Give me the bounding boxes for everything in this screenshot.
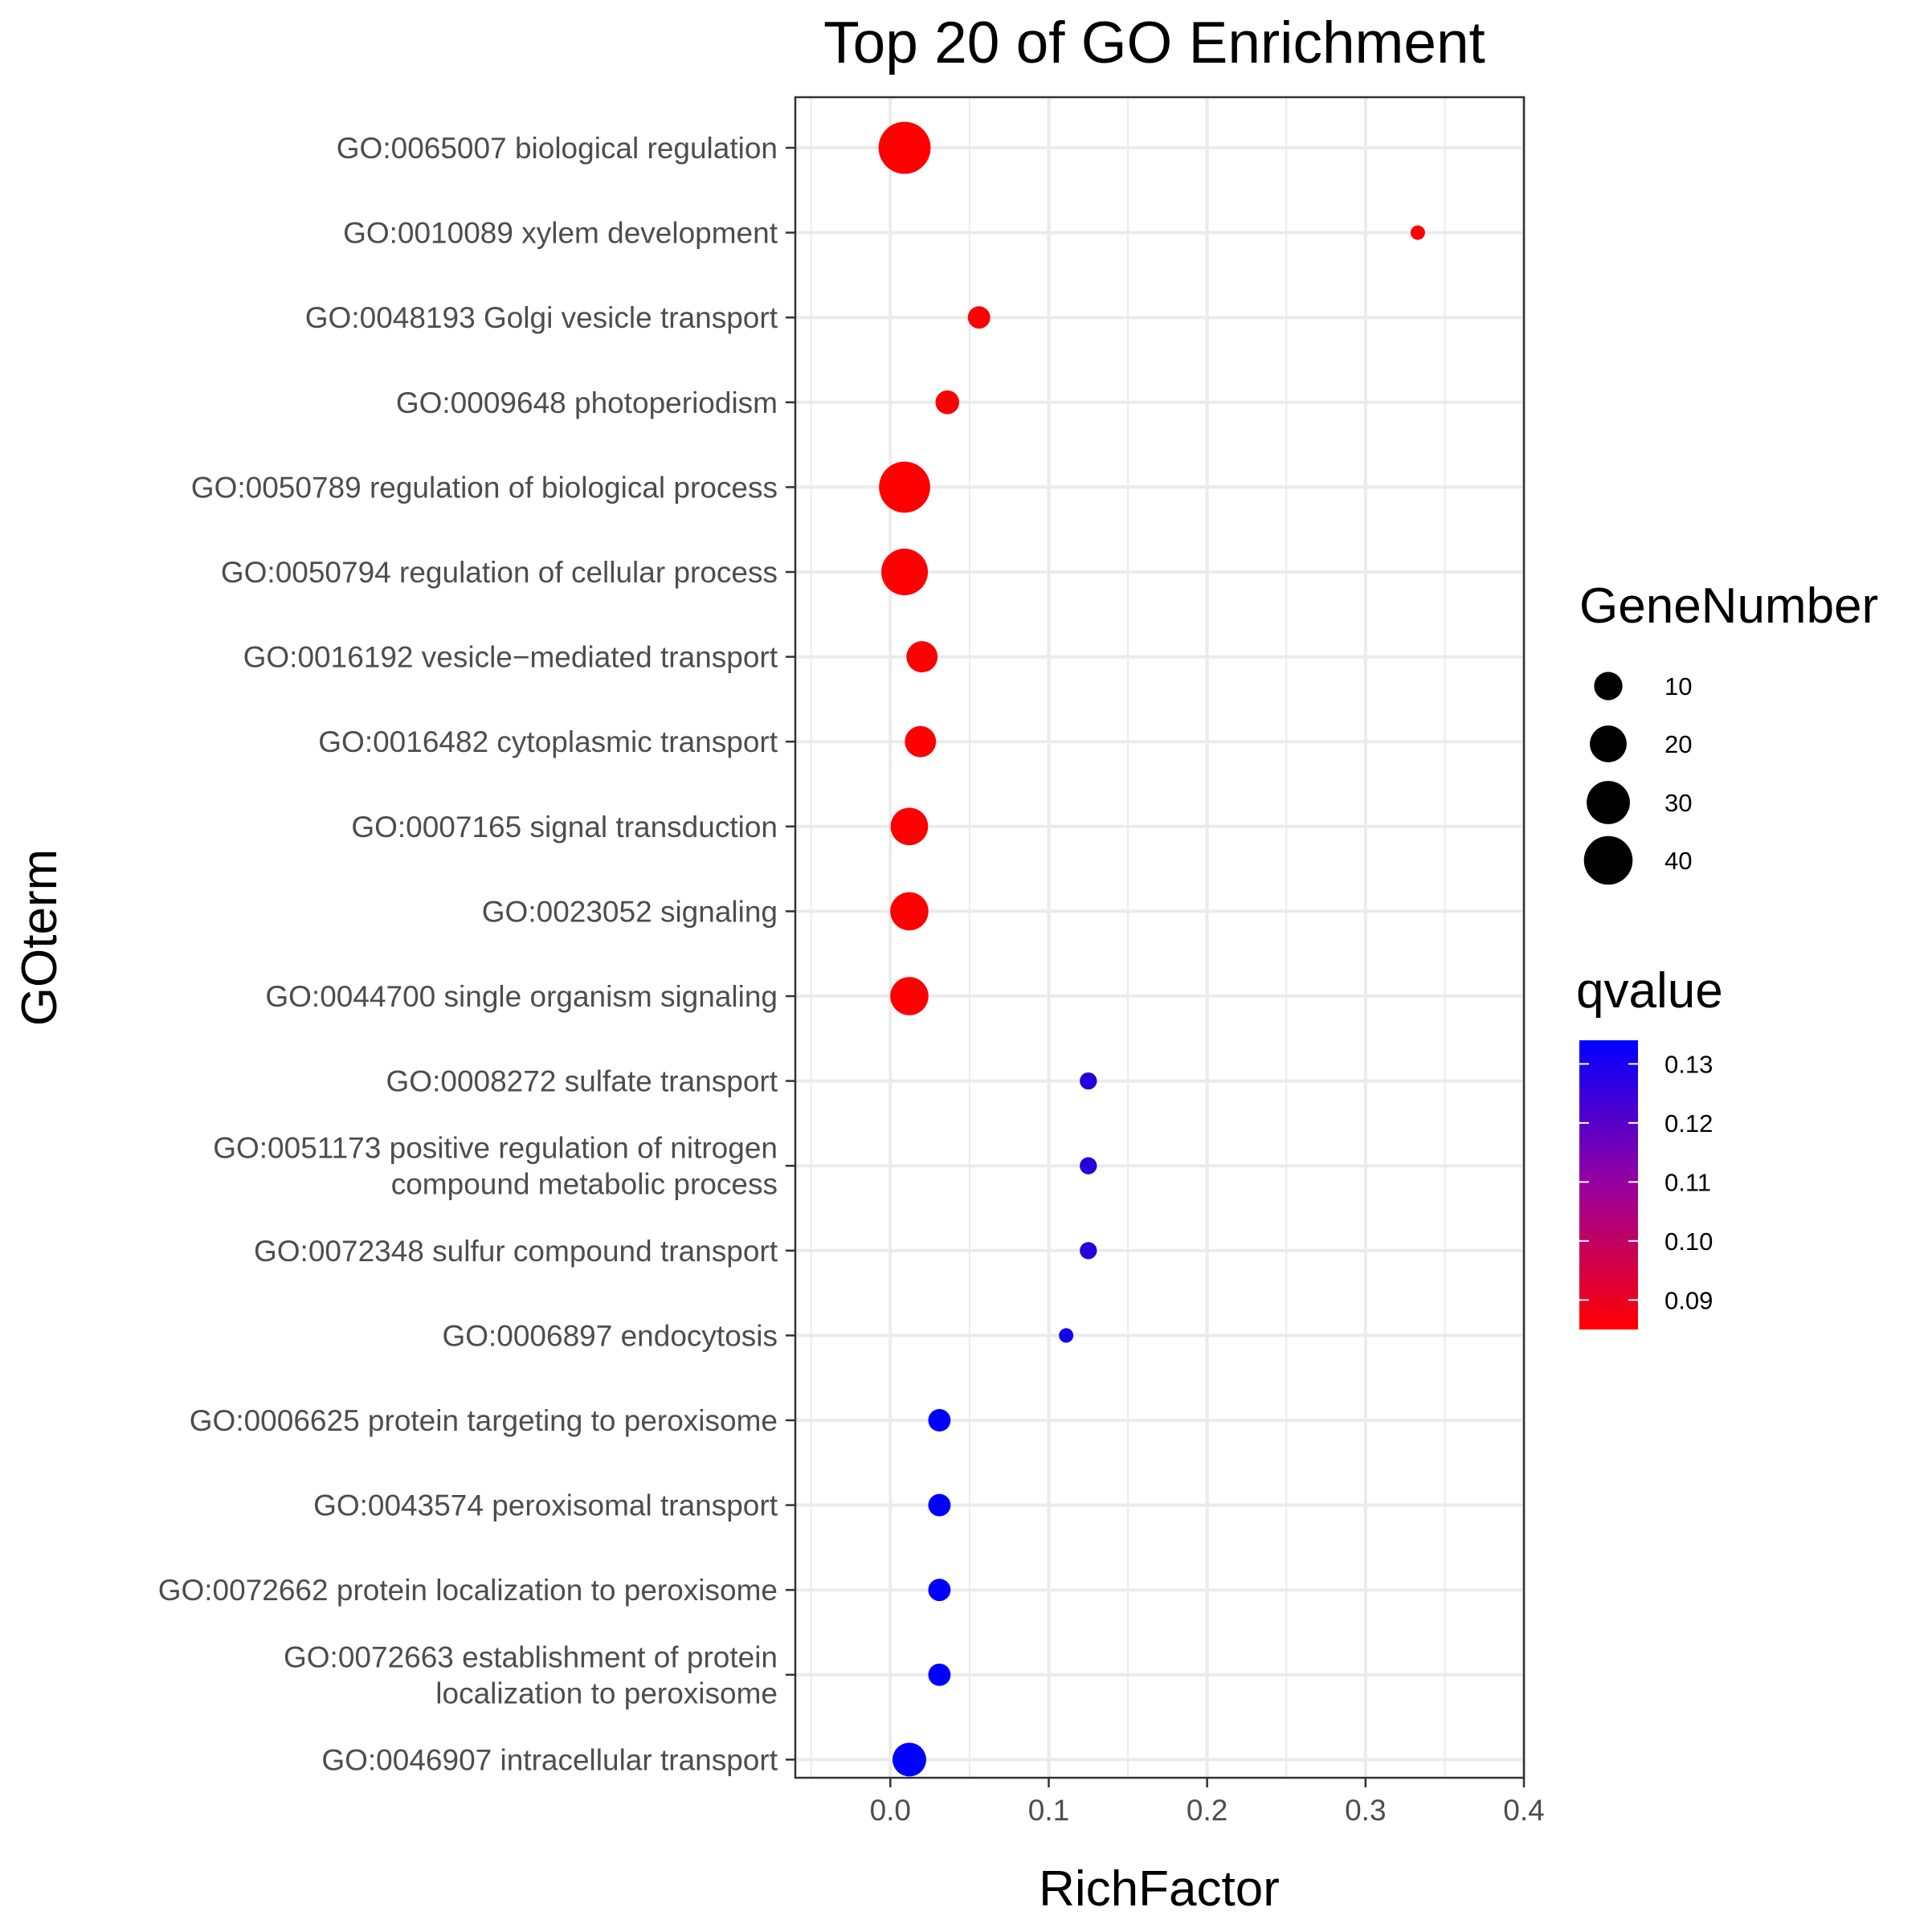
y-tick-label: GO:0043574 peroxisomal transport (313, 1489, 778, 1522)
y-tick-label: GO:0072662 protein localization to perox… (158, 1574, 778, 1607)
gene-number-legend: GeneNumber 10 20 30 40 (1579, 578, 1878, 885)
y-tick-label: GO:0048193 Golgi vesicle transport (305, 301, 778, 334)
plot-panel (794, 96, 1526, 1779)
data-point (881, 549, 929, 595)
gene-number-legend-label: 40 (1665, 847, 1692, 875)
data-point (905, 725, 937, 758)
data-point (892, 1742, 926, 1777)
data-point (1080, 1242, 1097, 1260)
y-tick-label: GO:0007165 signal transduction (351, 811, 778, 843)
y-tick-label: GO:0044700 single organism signaling (265, 980, 778, 1013)
y-tick-label: GO:0006897 endocytosis (442, 1319, 778, 1352)
qvalue-legend-label: 0.10 (1665, 1227, 1713, 1256)
qvalue-legend: qvalue 0.13 0.12 0.11 0.10 0.09 (1576, 963, 1723, 1330)
gene-number-legend-title: GeneNumber (1579, 578, 1878, 634)
qvalue-legend-title: qvalue (1576, 963, 1723, 1019)
y-tick-label: compound metabolic process (391, 1168, 778, 1201)
y-axis-title: GOterm (12, 849, 67, 1026)
gene-number-legend-key (1583, 835, 1633, 885)
data-point (1059, 1328, 1074, 1343)
data-point (890, 892, 929, 931)
data-point (1410, 225, 1425, 240)
data-point (935, 390, 960, 415)
y-tick-label: GO:0008272 sulfate transport (386, 1065, 778, 1098)
qvalue-legend-label: 0.13 (1665, 1050, 1713, 1078)
panel-background (795, 97, 1524, 1778)
qvalue-legend-label: 0.09 (1665, 1286, 1713, 1314)
gene-number-legend-label: 20 (1665, 730, 1692, 758)
x-tick-label: 0.0 (870, 1794, 911, 1827)
y-tick-label: GO:0006625 protein targeting to peroxiso… (190, 1404, 778, 1437)
y-tick-label: GO:0010089 xylem development (343, 217, 778, 250)
x-tick-label: 0.4 (1503, 1794, 1544, 1827)
y-axis: GO:0065007 biological regulation GO:00100… (158, 132, 795, 1776)
data-point (967, 306, 991, 329)
data-point (928, 1409, 951, 1432)
x-axis-title: RichFactor (1039, 1861, 1280, 1917)
y-tick-label: GO:0009648 photoperiodism (396, 386, 778, 419)
data-point (928, 1579, 951, 1602)
qvalue-legend-label: 0.12 (1665, 1109, 1713, 1138)
data-point (878, 121, 931, 174)
y-tick-label: GO:0051173 positive regulation of nitrog… (213, 1132, 778, 1165)
gene-number-legend-label: 10 (1665, 672, 1692, 701)
x-tick-label: 0.3 (1345, 1794, 1386, 1827)
data-point (890, 977, 929, 1015)
data-point (890, 807, 929, 846)
data-point (879, 461, 930, 513)
y-tick-label: GO:0072663 establishment of protein (284, 1640, 778, 1673)
gene-number-legend-label: 30 (1665, 789, 1692, 817)
data-point (928, 1663, 951, 1686)
qvalue-colorbar (1579, 1040, 1638, 1330)
y-tick-label: GO:0065007 biological regulation (337, 132, 778, 165)
y-tick-label: GO:0050794 regulation of cellular proces… (221, 556, 778, 589)
chart-title: Top 20 of GO Enrichment (823, 10, 1485, 76)
y-tick-label: GO:0072348 sulfur compound transport (254, 1235, 778, 1268)
data-point (1080, 1157, 1097, 1174)
qvalue-legend-label: 0.11 (1665, 1168, 1711, 1196)
gene-number-legend-key (1594, 672, 1623, 701)
y-tick-label: GO:0050789 regulation of biological proc… (191, 471, 778, 504)
data-point (906, 641, 938, 673)
data-point (1080, 1072, 1097, 1090)
x-tick-label: 0.2 (1187, 1794, 1227, 1827)
y-tick-label: GO:0023052 signaling (482, 895, 778, 928)
y-tick-label: localization to peroxisome (435, 1677, 778, 1709)
y-tick-label: GO:0046907 intracellular transport (321, 1743, 778, 1776)
y-tick-label: GO:0016482 cytoplasmic transport (318, 725, 778, 758)
x-tick-label: 0.1 (1028, 1794, 1069, 1827)
gene-number-legend-key (1587, 781, 1630, 824)
x-axis: 0.0 0.1 0.2 0.3 0.4 (870, 1778, 1545, 1827)
panel-border (794, 96, 1526, 1779)
data-point (928, 1493, 951, 1517)
y-tick-label: GO:0016192 vesicle−mediated transport (243, 641, 778, 674)
gene-number-legend-key (1590, 725, 1627, 762)
